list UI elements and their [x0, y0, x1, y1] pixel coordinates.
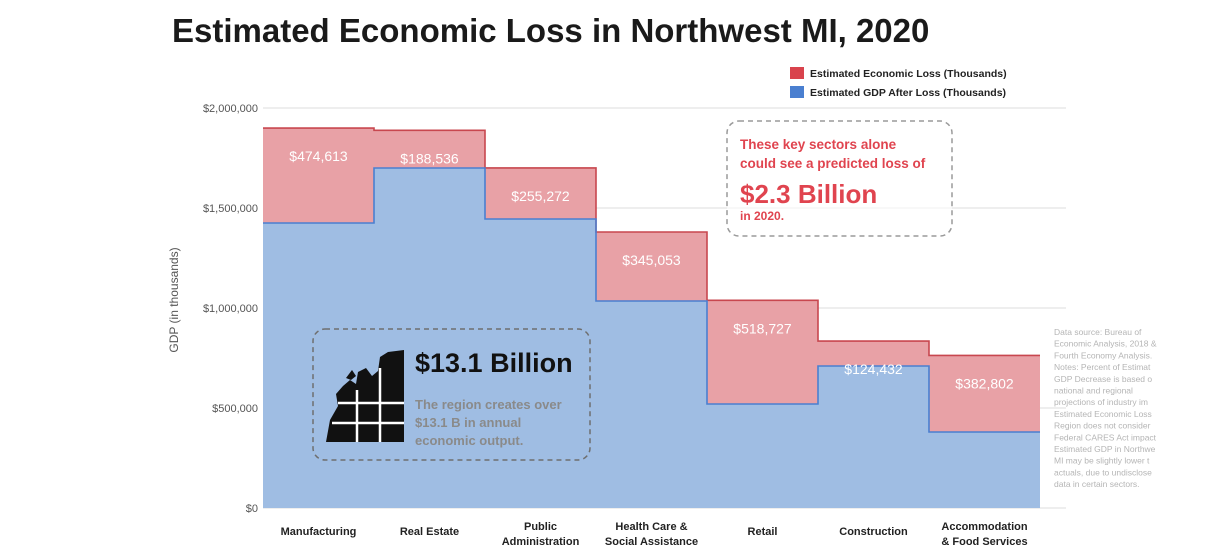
loss-segment — [707, 300, 818, 404]
category-label: Health Care & Social Assistance — [605, 521, 698, 548]
source-note-line: data in certain sectors. — [1054, 479, 1140, 489]
source-note-line: actuals, due to undisclose — [1054, 467, 1152, 477]
category-label-line: Manufacturing — [281, 526, 357, 538]
category-label-line: Public — [524, 521, 557, 533]
y-tick-label: $1,500,000 — [203, 203, 258, 215]
output-callout-line2: $13.1 B in annual — [415, 415, 521, 430]
source-note-line: Estimated Economic Loss — [1054, 409, 1152, 419]
category-label-line: Social Assistance — [605, 536, 698, 548]
data-labels: $474,613 $188,536 $255,272 $345,053 $518,727… — [289, 148, 1014, 391]
plot-area — [263, 127, 1040, 508]
source-note-line: Notes: Percent of Estimat — [1054, 362, 1151, 372]
output-callout-box — [312, 328, 591, 461]
source-note-line: Data source: Bureau of — [1054, 327, 1142, 337]
category-label-line: Real Estate — [400, 526, 459, 538]
source-note-line: Federal CARES Act impact — [1054, 432, 1157, 442]
legend-swatch-gdp — [790, 86, 804, 98]
loss-callout-line2: could see a predicted loss of — [740, 156, 926, 171]
loss-top-line — [263, 127, 1040, 357]
loss-callout: These key sectors alone could see a pred… — [726, 120, 953, 237]
legend-swatch-loss — [790, 67, 804, 79]
gdp-area — [263, 168, 1040, 508]
loss-data-label: $518,727 — [733, 320, 792, 336]
loss-data-label: $124,432 — [844, 361, 903, 377]
loss-callout-line1: These key sectors alone — [740, 137, 897, 152]
output-callout-line3: economic output. — [415, 433, 523, 448]
gdp-segment — [929, 432, 1040, 508]
y-tick-label: $1,000,000 — [203, 303, 258, 315]
category-label: Public Administration — [502, 521, 580, 548]
gdp-segment — [818, 366, 929, 508]
category-label-line: Construction — [839, 526, 908, 538]
category-label: Retail — [748, 526, 778, 538]
source-note: Data source: Bureau of Economic Analysis,… — [1054, 327, 1157, 489]
loss-data-label: $382,802 — [955, 375, 1014, 391]
loss-data-label: $474,613 — [289, 148, 348, 164]
source-note-line: MI may be slightly lower t — [1054, 456, 1150, 466]
legend: Estimated Economic Loss (Thousands) Esti… — [790, 67, 1007, 99]
gdp-segment — [596, 301, 707, 508]
legend-label-gdp: Estimated GDP After Loss (Thousands) — [810, 87, 1006, 99]
loss-segment — [263, 128, 374, 223]
category-label: Manufacturing — [281, 526, 357, 538]
source-note-line: Estimated GDP in Northwe — [1054, 444, 1156, 454]
y-axis-ticks: $0 $500,000 $1,000,000 $1,500,000 $2,000,000 — [203, 103, 258, 515]
y-tick-label: $0 — [246, 503, 258, 515]
chart-title: Estimated Economic Loss in Northwest MI,… — [172, 12, 929, 49]
loss-data-label: $345,053 — [622, 252, 681, 268]
gdp-top-line — [263, 167, 1040, 433]
gdp-segment — [374, 168, 485, 508]
category-label-line: Accommodation — [941, 521, 1027, 533]
category-label-line: Retail — [748, 526, 778, 538]
output-callout: $13.1 Billion The region creates over $1… — [312, 328, 591, 461]
loss-callout-box — [726, 120, 953, 237]
loss-callout-amount: $2.3 Billion — [740, 179, 877, 209]
source-note-line: projections of industry im — [1054, 397, 1148, 407]
gdp-segment — [707, 404, 818, 508]
source-note-line: Economic Analysis, 2018 & — [1054, 339, 1157, 349]
y-axis-label: GDP (in thousands) — [167, 247, 181, 352]
category-label-line: Administration — [502, 536, 580, 548]
category-label: Construction — [839, 526, 908, 538]
michigan-map-icon — [326, 350, 404, 442]
y-tick-label: $2,000,000 — [203, 103, 258, 115]
output-callout-line1: The region creates over — [415, 397, 562, 412]
gdp-segment — [263, 223, 374, 508]
category-label-line: Health Care & — [615, 521, 687, 533]
category-label: Accommodation & Food Services — [941, 521, 1027, 548]
y-tick-label: $500,000 — [212, 403, 258, 415]
category-label: Real Estate — [400, 526, 459, 538]
source-note-line: Region does not consider — [1054, 421, 1151, 431]
x-axis-categories: Manufacturing Real Estate Public Administra… — [281, 521, 1028, 548]
loss-data-label: $188,536 — [400, 150, 459, 166]
loss-data-label: $255,272 — [511, 188, 570, 204]
loss-callout-line3: in 2020. — [740, 209, 784, 223]
output-callout-amount: $13.1 Billion — [415, 348, 573, 378]
category-label-line: & Food Services — [941, 536, 1027, 548]
loss-segment — [929, 355, 1040, 432]
source-note-line: national and regional — [1054, 386, 1133, 396]
legend-label-loss: Estimated Economic Loss (Thousands) — [810, 68, 1007, 80]
loss-area — [263, 128, 1040, 432]
source-note-line: GDP Decrease is based o — [1054, 374, 1152, 384]
source-note-line: Fourth Economy Analysis. — [1054, 350, 1152, 360]
